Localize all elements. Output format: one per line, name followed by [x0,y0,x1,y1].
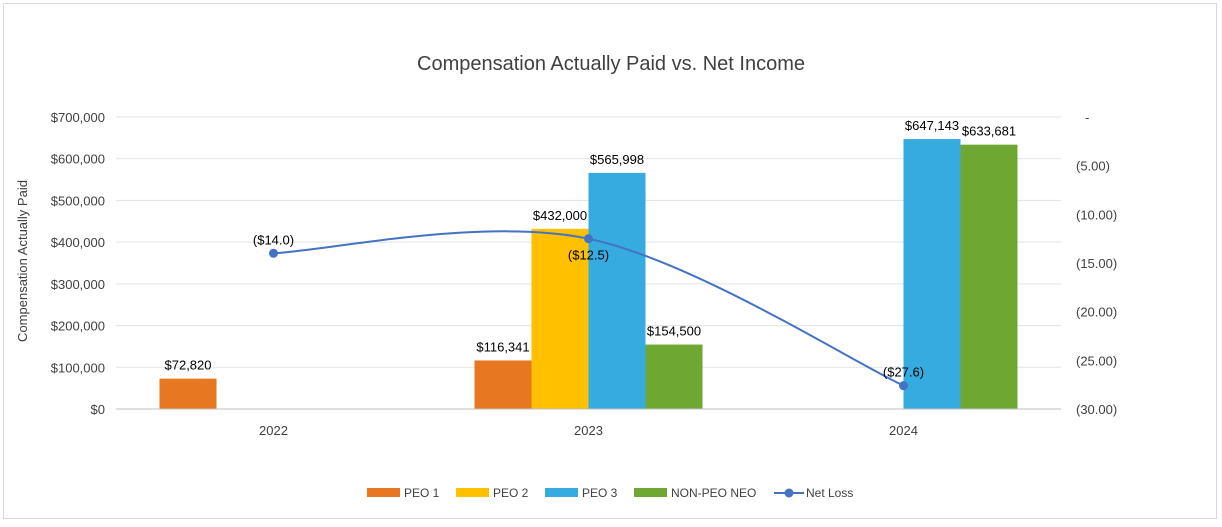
bar-peo-1 [474,360,532,409]
bar-data-label: $565,998 [590,152,644,167]
bar-data-label: $432,000 [533,208,587,223]
net-loss-label: ($27.6) [883,365,924,380]
legend-swatch [367,488,400,497]
legend-label: PEO 2 [493,486,529,500]
y-tick-label: $0 [91,402,105,417]
bar-peo-3 [903,139,961,409]
legend: PEO 1 PEO 2 PEO 3 NON-PEO NEO Net Loss [367,486,853,500]
bar-peo-3 [588,172,646,409]
net-loss-label: ($12.5) [568,248,609,263]
net-loss-point [269,248,278,258]
legend-swatch [545,488,578,497]
y-axis-title: Compensation Actually Paid [15,180,30,342]
y-tick-label: $500,000 [51,193,105,208]
bars [159,139,1018,409]
chart-frame: Compensation Actually Paid vs. Net Incom… [3,3,1217,519]
y-tick-label: $300,000 [51,277,105,292]
bar-data-label: $647,143 [905,118,959,133]
net-loss-point [584,234,593,244]
y-tick-label: $400,000 [51,235,105,250]
y-tick-label: $700,000 [51,110,105,125]
bar-non-peo-neo [645,344,703,409]
y-tick-label: $600,000 [51,152,105,167]
bar-non-peo-neo [960,144,1018,409]
y2-tick-label: (10.00) [1076,207,1117,222]
net-loss-point [899,381,908,391]
bar-data-label: $116,341 [476,339,529,354]
y2-tick-label: (20.00) [1076,305,1117,320]
axes: $0 $100,000 $200,000 $300,000 $400,000 $500,0… [51,110,1117,438]
legend-label: PEO 3 [582,486,618,500]
chart-title: Compensation Actually Paid vs. Net Incom… [417,53,805,75]
y2-tick-label: (15.00) [1076,256,1117,271]
legend-label: NON-PEO NEO [671,486,756,500]
legend-label: Net Loss [806,486,853,500]
bar-data-label: $633,681 [962,124,1016,139]
chart-svg: Compensation Actually Paid vs. Net Incom… [15,53,1117,500]
net-loss-line [269,230,908,391]
y-tick-label: $100,000 [51,360,105,375]
bar-peo-2 [531,228,589,409]
legend-swatch [456,488,489,497]
bar-data-label: $154,500 [647,324,701,339]
legend-swatch [634,488,667,497]
x-tick-label: 2022 [259,423,288,438]
data-labels: $72,820$116,341$432,000$565,998$647,143$… [165,118,1017,380]
y2-tick-label: - [1085,110,1089,125]
net-loss-label: ($14.0) [253,232,294,247]
bar-peo-1 [159,378,217,409]
legend-label: PEO 1 [404,486,440,500]
y-tick-label: $200,000 [51,319,105,334]
x-tick-label: 2023 [574,423,603,438]
y2-tick-label: (25.00) [1076,353,1117,368]
y2-tick-label: (5.00) [1076,159,1110,174]
x-tick-label: 2024 [889,423,918,438]
bar-data-label: $72,820 [165,358,212,373]
y2-tick-label: (30.00) [1076,402,1117,417]
legend-line-marker [784,488,794,498]
